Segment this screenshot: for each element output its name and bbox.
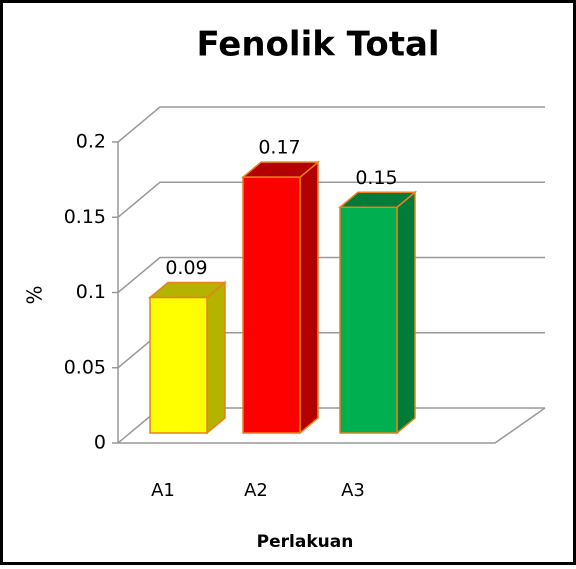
chart-title: Fenolik Total (196, 25, 439, 65)
data-label: 0.09 (165, 257, 207, 279)
y-tick-label: 0.05 (64, 356, 106, 378)
data-label: 0.17 (258, 137, 300, 159)
x-tick-label: A1 (151, 480, 175, 501)
y-tick-label: 0.1 (76, 281, 106, 303)
bar-side (396, 190, 416, 435)
y-axis-label: % (23, 285, 47, 304)
bar (242, 176, 301, 434)
bar (339, 206, 398, 434)
grid-line (117, 256, 545, 294)
x-tick-label: A3 (341, 480, 365, 501)
grid-line (117, 106, 545, 143)
bar (149, 296, 208, 434)
grid-line (117, 181, 545, 218)
x-tick-label: A2 (244, 480, 268, 501)
bar-side (206, 280, 226, 435)
floor (118, 407, 546, 444)
bar-side (299, 160, 319, 435)
y-tick-label: 0.15 (64, 206, 106, 228)
y-tick-label: 0.2 (76, 131, 106, 153)
x-axis-label: Perlakuan (257, 532, 354, 552)
y-tick-label: 0 (94, 432, 106, 454)
data-label: 0.15 (355, 167, 397, 189)
